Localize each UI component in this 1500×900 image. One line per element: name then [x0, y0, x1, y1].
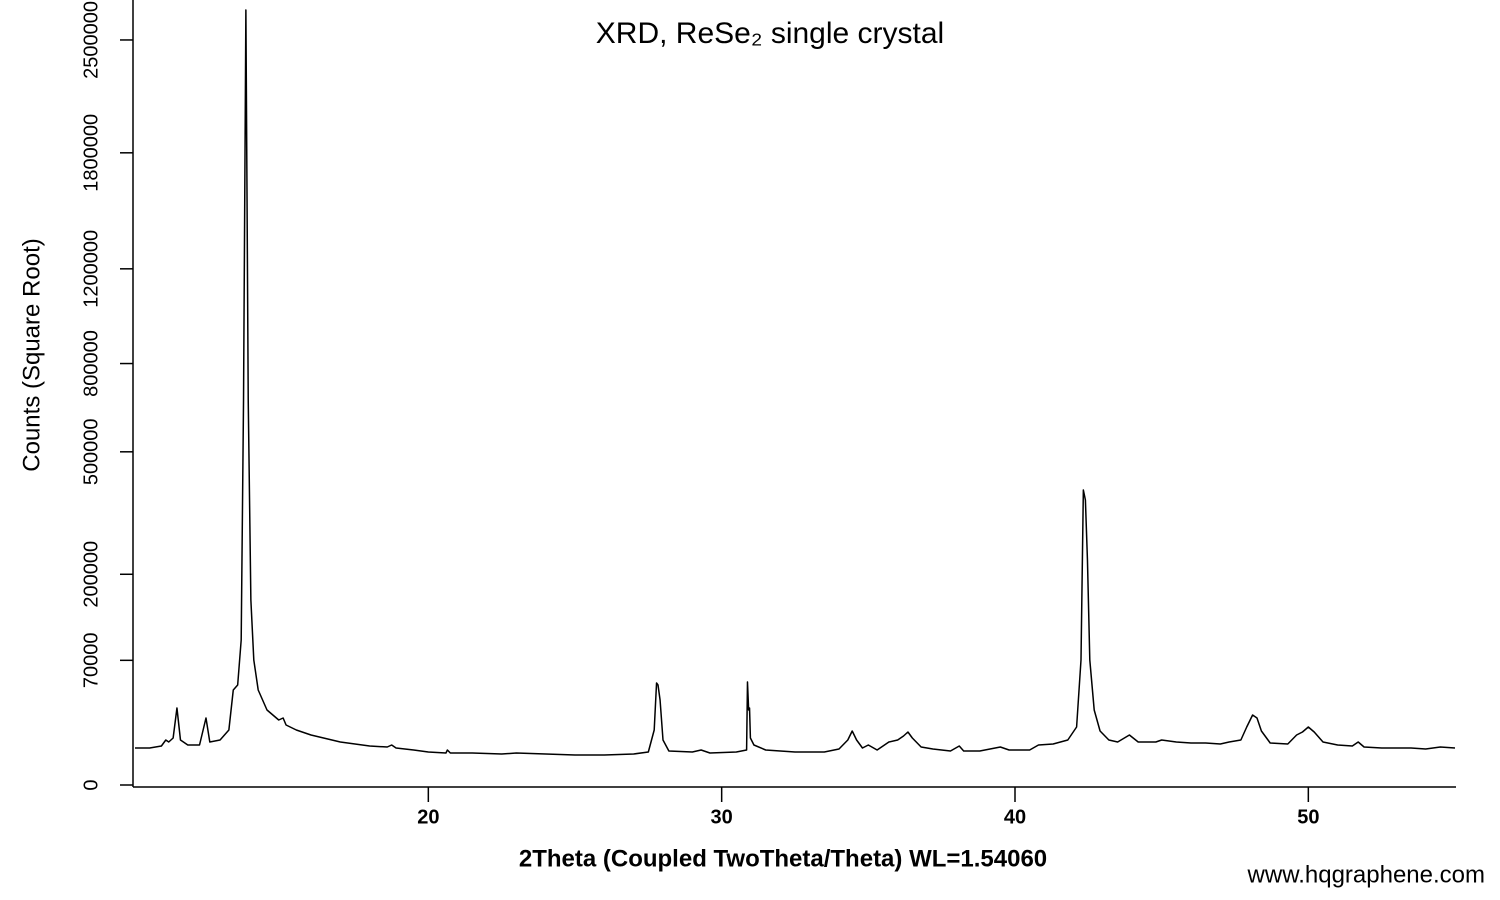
x-tick-label: 30: [711, 806, 733, 828]
y-tick-label: 1200000: [80, 230, 102, 308]
watermark: www.hqgraphene.com: [1247, 861, 1485, 888]
y-tick-label: 800000: [80, 330, 102, 397]
y-tick-label: 2500000: [80, 1, 102, 79]
x-axis-label: 2Theta (Coupled TwoTheta/Theta) WL=1.540…: [519, 845, 1047, 872]
x-tick-label: 20: [417, 806, 439, 828]
x-tick-label: 40: [1004, 806, 1026, 828]
y-tick-label: 0: [80, 779, 102, 790]
y-tick-label: 200000: [80, 541, 102, 608]
x-tick-label: 50: [1297, 806, 1319, 828]
y-tick-label: 70000: [80, 633, 102, 689]
chart-title: XRD, ReSe₂ single crystal: [596, 17, 944, 50]
y-axis-label: Counts (Square Root): [18, 238, 45, 471]
y-tick-label: 500000: [80, 418, 102, 485]
y-tick-label: 1800000: [80, 114, 102, 192]
data-line: [135, 9, 1456, 756]
